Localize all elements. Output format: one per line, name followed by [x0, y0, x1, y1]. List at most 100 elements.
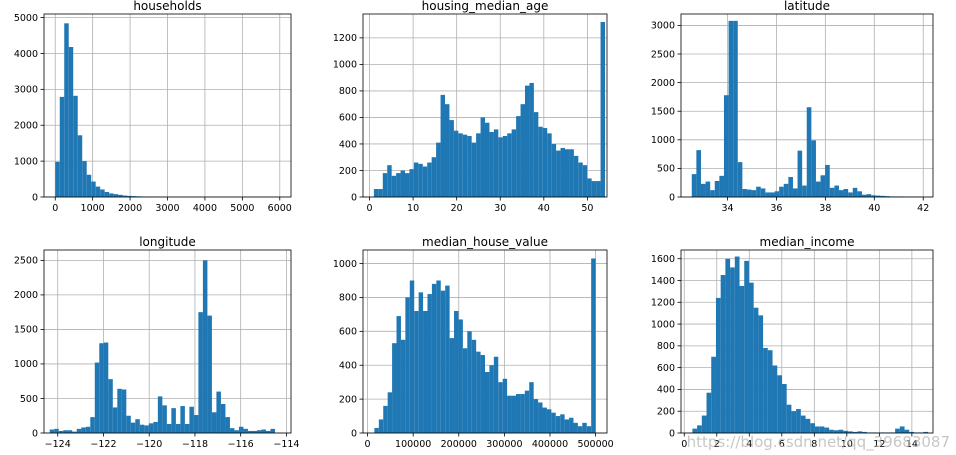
histogram-bar	[756, 186, 761, 197]
panel-title: median_income	[760, 235, 855, 249]
histogram-bar	[90, 417, 95, 433]
x-tick-label: 2	[714, 439, 720, 450]
histogram-bar	[113, 194, 119, 197]
panel-title: latitude	[784, 0, 830, 13]
histogram-bar	[118, 194, 123, 197]
histogram-bar	[440, 290, 446, 433]
panel-median-house-value: 0 100000 200000 300000 400000 500000 0 200 400 60…	[333, 235, 614, 450]
histogram-bar	[73, 95, 78, 197]
panel-latitude: 34 36 38 40 42 0 500 1000 1500 2000 2500 3000 latitu…	[651, 0, 934, 214]
x-tick-label: 3000	[155, 203, 179, 214]
histogram-bar	[591, 181, 597, 197]
histogram-bar	[409, 169, 414, 197]
axes-frame	[43, 249, 292, 434]
histogram-bar	[582, 422, 587, 433]
histogram-bar	[848, 192, 853, 197]
histogram-bar	[569, 149, 574, 197]
histogram-bar	[569, 417, 574, 433]
histogram-bar	[701, 415, 707, 433]
histogram-bar	[555, 416, 561, 433]
histogram-bar	[507, 133, 512, 197]
histogram-bar	[387, 165, 392, 197]
x-tick-label: 40	[868, 203, 880, 214]
histogram-bar	[229, 428, 235, 433]
histogram-bar	[431, 283, 437, 433]
histogram-bar	[742, 188, 747, 197]
histogram-bar	[800, 415, 806, 433]
histogram-bar	[467, 331, 472, 433]
histogram-bar	[758, 315, 764, 433]
axes-frame	[362, 13, 608, 198]
histogram-bar	[819, 426, 825, 433]
histogram-bar	[533, 399, 539, 433]
histogram-bar	[180, 406, 185, 433]
histogram-bar	[396, 316, 401, 433]
bars	[49, 260, 275, 433]
histogram-bar	[692, 428, 698, 433]
histogram-bar	[72, 431, 77, 433]
histogram-bar	[54, 428, 59, 433]
y-tick-label: 0	[32, 428, 38, 439]
histogram-bar	[108, 379, 113, 433]
histogram-bar	[746, 189, 752, 197]
histogram-bar	[730, 267, 735, 433]
x-tick-label: 36	[770, 203, 782, 214]
histogram-bar	[538, 402, 543, 433]
x-tick-label: 5000	[230, 203, 254, 214]
x-tick-label: 14	[906, 439, 918, 450]
histogram-bar	[723, 95, 729, 197]
histogram-bar	[427, 162, 432, 197]
panel-median-income: 0 2 4 6 8 10 12 14 0 200 400 600 800 1000 1200 1400 1600…	[651, 235, 934, 450]
histogram-bar	[449, 120, 454, 197]
histogram-bar	[82, 161, 87, 197]
histogram-bar	[454, 311, 459, 433]
histogram-bar	[520, 104, 525, 197]
histogram-bar	[449, 338, 455, 433]
histogram-bar	[480, 355, 485, 433]
x-tick-label: 12	[873, 439, 885, 450]
histogram-bar	[909, 431, 914, 433]
histogram-bar	[252, 430, 257, 433]
histogram-bar	[705, 181, 711, 197]
histogram-bar	[157, 396, 163, 433]
histogram-bar	[77, 135, 83, 197]
panel-title: housing_median_age	[422, 0, 549, 13]
histogram-bar	[767, 350, 773, 433]
histogram-bar	[382, 173, 388, 197]
y-tick-label: 400	[339, 139, 357, 150]
panel-longitude: −124 −122 −120 −118 −116 −114 0 500 1000 1500 2000…	[14, 235, 300, 450]
histogram-bar	[81, 427, 86, 433]
histogram-bar	[391, 175, 397, 197]
histogram-bar	[423, 311, 428, 433]
y-tick-label: 800	[339, 293, 357, 304]
x-tick-label: −118	[182, 439, 208, 450]
histogram-bar	[511, 395, 516, 433]
histogram-bar	[560, 147, 565, 197]
histogram-bar	[838, 190, 844, 197]
histogram-bar	[471, 142, 477, 197]
histogram-bar	[256, 430, 262, 433]
histogram-bar	[797, 150, 803, 197]
histogram-bar	[843, 430, 848, 433]
histogram-bar	[774, 191, 780, 197]
histogram-bar	[806, 107, 812, 197]
histogram-bar	[127, 195, 132, 197]
bars	[373, 21, 605, 197]
histogram-bar	[600, 21, 605, 197]
histogram-bar	[247, 430, 253, 433]
histogram-bar	[805, 418, 811, 433]
histogram-bar	[485, 122, 490, 197]
histogram-bar	[586, 426, 592, 433]
histogram-bar	[811, 140, 816, 197]
y-tick-label: 2500	[651, 49, 675, 60]
y-tick-label: 4000	[14, 49, 38, 60]
histogram-bar	[58, 430, 64, 433]
histogram-bar	[148, 423, 154, 433]
histogram-bar	[207, 315, 212, 433]
y-tick-label: 1000	[333, 60, 357, 71]
x-tick-label: 30	[494, 203, 506, 214]
histogram-bar	[838, 429, 844, 433]
histogram-bar	[489, 132, 494, 197]
histogram-bar	[202, 260, 208, 433]
histogram-bar	[788, 176, 793, 197]
